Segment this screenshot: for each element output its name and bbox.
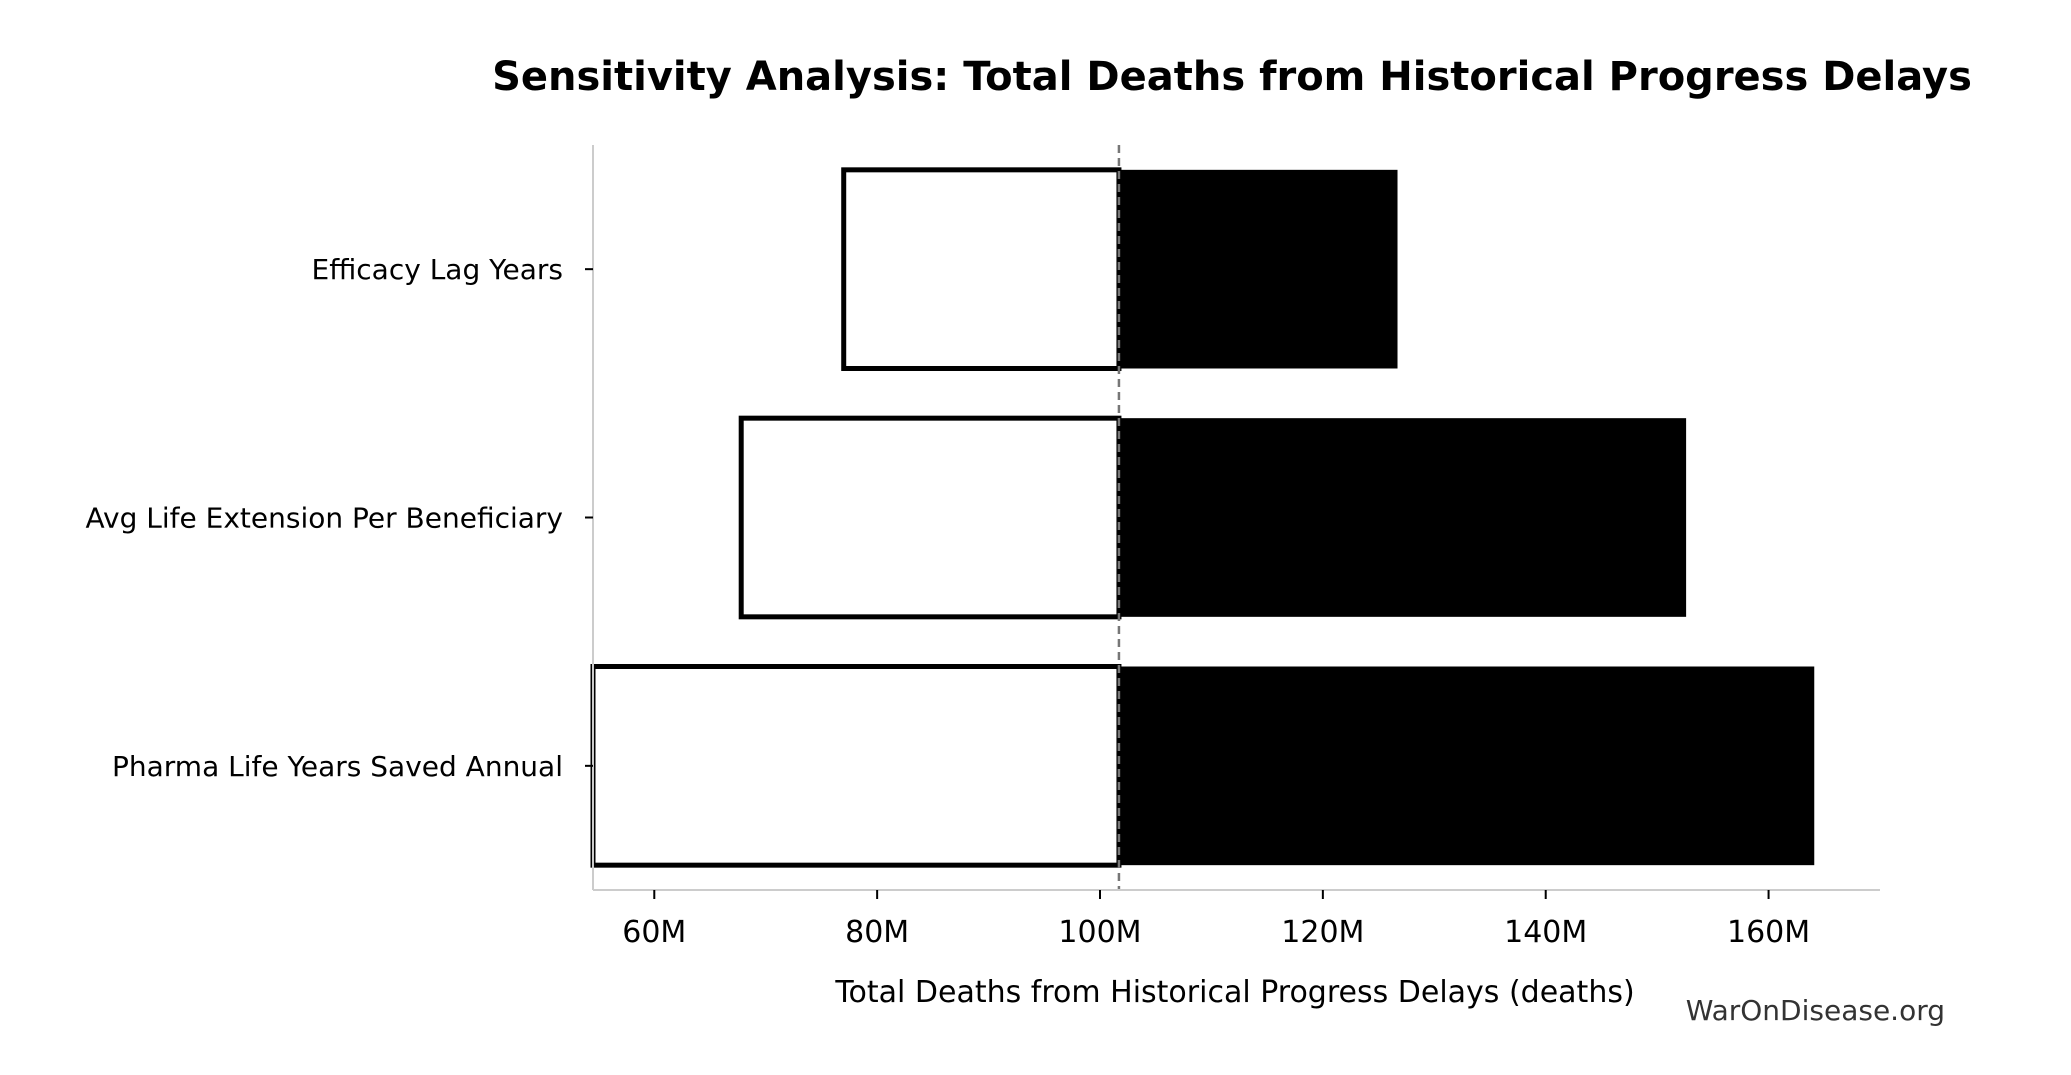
- x-tick-label: 80M: [845, 915, 909, 950]
- x-axis-label: Total Deaths from Historical Progress De…: [834, 975, 1634, 1010]
- bar-low: [841, 167, 1122, 371]
- chart-title: Sensitivity Analysis: Total Deaths from …: [492, 54, 1972, 100]
- x-tick-label: 160M: [1727, 915, 1810, 950]
- bars-layer: [590, 167, 1815, 868]
- watermark: WarOnDisease.org: [1686, 994, 1945, 1027]
- bar-low: [590, 664, 1122, 868]
- x-tick-label: 100M: [1058, 915, 1141, 950]
- bar-high: [1118, 666, 1815, 866]
- bar-high: [1118, 169, 1398, 369]
- bar-low: [738, 415, 1122, 620]
- category-label: Efficacy Lag Years: [312, 253, 563, 286]
- x-tick-label: 60M: [622, 915, 686, 950]
- x-ticks: 60M 80M 100M 120M 140M 160M: [622, 890, 1810, 950]
- x-tick-label: 120M: [1281, 915, 1364, 950]
- category-label: Avg Life Extension Per Beneficiary: [86, 502, 563, 535]
- category-labels: Efficacy Lag Years Avg Life Extension Per…: [86, 253, 593, 783]
- bar-high: [1118, 418, 1687, 617]
- x-tick-label: 140M: [1504, 915, 1587, 950]
- category-label: Pharma Life Years Saved Annual: [112, 750, 563, 783]
